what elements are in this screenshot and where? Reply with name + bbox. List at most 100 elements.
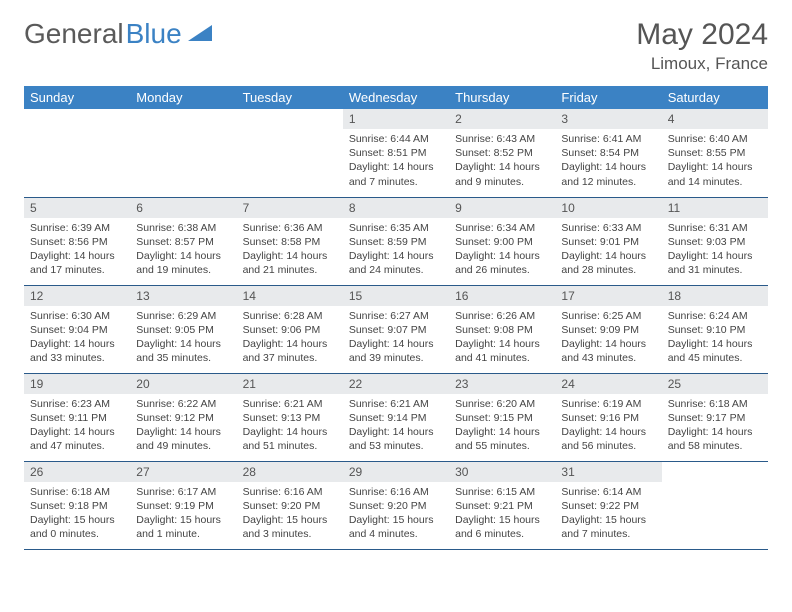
sunrise-text: Sunrise: 6:38 AM (136, 221, 230, 235)
daylight-text: Daylight: 14 hours and 51 minutes. (243, 425, 337, 453)
day-details: Sunrise: 6:43 AMSunset: 8:52 PMDaylight:… (449, 129, 555, 192)
calendar-cell: 17Sunrise: 6:25 AMSunset: 9:09 PMDayligh… (555, 285, 661, 373)
sunset-text: Sunset: 9:05 PM (136, 323, 230, 337)
sunrise-text: Sunrise: 6:31 AM (668, 221, 762, 235)
calendar-row: 1Sunrise: 6:44 AMSunset: 8:51 PMDaylight… (24, 109, 768, 197)
sunset-text: Sunset: 9:20 PM (349, 499, 443, 513)
weekday-header: Saturday (662, 86, 768, 109)
daylight-text: Daylight: 15 hours and 6 minutes. (455, 513, 549, 541)
day-number: 8 (343, 198, 449, 218)
sunset-text: Sunset: 8:58 PM (243, 235, 337, 249)
calendar-cell: 3Sunrise: 6:41 AMSunset: 8:54 PMDaylight… (555, 109, 661, 197)
sunset-text: Sunset: 9:19 PM (136, 499, 230, 513)
sunset-text: Sunset: 9:18 PM (30, 499, 124, 513)
calendar-cell: 5Sunrise: 6:39 AMSunset: 8:56 PMDaylight… (24, 197, 130, 285)
weekday-header: Thursday (449, 86, 555, 109)
calendar-cell: 20Sunrise: 6:22 AMSunset: 9:12 PMDayligh… (130, 373, 236, 461)
day-number: 10 (555, 198, 661, 218)
sunrise-text: Sunrise: 6:30 AM (30, 309, 124, 323)
weekday-header: Friday (555, 86, 661, 109)
weekday-header: Tuesday (237, 86, 343, 109)
sunrise-text: Sunrise: 6:21 AM (349, 397, 443, 411)
daylight-text: Daylight: 14 hours and 55 minutes. (455, 425, 549, 453)
day-number: 15 (343, 286, 449, 306)
calendar-cell: 23Sunrise: 6:20 AMSunset: 9:15 PMDayligh… (449, 373, 555, 461)
calendar-cell: 14Sunrise: 6:28 AMSunset: 9:06 PMDayligh… (237, 285, 343, 373)
daylight-text: Daylight: 15 hours and 1 minute. (136, 513, 230, 541)
daylight-text: Daylight: 14 hours and 45 minutes. (668, 337, 762, 365)
sunrise-text: Sunrise: 6:26 AM (455, 309, 549, 323)
sunrise-text: Sunrise: 6:27 AM (349, 309, 443, 323)
calendar-cell (130, 109, 236, 197)
sunrise-text: Sunrise: 6:14 AM (561, 485, 655, 499)
calendar-cell: 13Sunrise: 6:29 AMSunset: 9:05 PMDayligh… (130, 285, 236, 373)
daylight-text: Daylight: 14 hours and 41 minutes. (455, 337, 549, 365)
calendar-cell (24, 109, 130, 197)
sunset-text: Sunset: 9:09 PM (561, 323, 655, 337)
calendar-row: 12Sunrise: 6:30 AMSunset: 9:04 PMDayligh… (24, 285, 768, 373)
logo-text-1: General (24, 18, 124, 50)
day-details: Sunrise: 6:36 AMSunset: 8:58 PMDaylight:… (237, 218, 343, 281)
calendar-cell: 7Sunrise: 6:36 AMSunset: 8:58 PMDaylight… (237, 197, 343, 285)
sunset-text: Sunset: 9:00 PM (455, 235, 549, 249)
sunset-text: Sunset: 8:57 PM (136, 235, 230, 249)
sunrise-text: Sunrise: 6:40 AM (668, 132, 762, 146)
day-number: 27 (130, 462, 236, 482)
sunset-text: Sunset: 9:06 PM (243, 323, 337, 337)
calendar-cell: 22Sunrise: 6:21 AMSunset: 9:14 PMDayligh… (343, 373, 449, 461)
daylight-text: Daylight: 14 hours and 31 minutes. (668, 249, 762, 277)
day-number: 9 (449, 198, 555, 218)
sunset-text: Sunset: 8:51 PM (349, 146, 443, 160)
sunset-text: Sunset: 9:08 PM (455, 323, 549, 337)
sunrise-text: Sunrise: 6:29 AM (136, 309, 230, 323)
month-title: May 2024 (636, 18, 768, 52)
sunset-text: Sunset: 9:10 PM (668, 323, 762, 337)
day-number: 25 (662, 374, 768, 394)
calendar-cell: 10Sunrise: 6:33 AMSunset: 9:01 PMDayligh… (555, 197, 661, 285)
calendar-cell (662, 461, 768, 549)
calendar-cell: 9Sunrise: 6:34 AMSunset: 9:00 PMDaylight… (449, 197, 555, 285)
day-number: 19 (24, 374, 130, 394)
sunset-text: Sunset: 8:56 PM (30, 235, 124, 249)
day-details: Sunrise: 6:18 AMSunset: 9:17 PMDaylight:… (662, 394, 768, 457)
day-details: Sunrise: 6:20 AMSunset: 9:15 PMDaylight:… (449, 394, 555, 457)
calendar-cell: 6Sunrise: 6:38 AMSunset: 8:57 PMDaylight… (130, 197, 236, 285)
calendar-cell (237, 109, 343, 197)
day-number: 14 (237, 286, 343, 306)
calendar-cell: 15Sunrise: 6:27 AMSunset: 9:07 PMDayligh… (343, 285, 449, 373)
sunset-text: Sunset: 9:12 PM (136, 411, 230, 425)
daylight-text: Daylight: 14 hours and 56 minutes. (561, 425, 655, 453)
day-number: 20 (130, 374, 236, 394)
daylight-text: Daylight: 14 hours and 47 minutes. (30, 425, 124, 453)
daylight-text: Daylight: 14 hours and 24 minutes. (349, 249, 443, 277)
calendar-cell: 1Sunrise: 6:44 AMSunset: 8:51 PMDaylight… (343, 109, 449, 197)
sunrise-text: Sunrise: 6:20 AM (455, 397, 549, 411)
triangle-icon (188, 18, 214, 50)
calendar-cell: 25Sunrise: 6:18 AMSunset: 9:17 PMDayligh… (662, 373, 768, 461)
sunset-text: Sunset: 9:20 PM (243, 499, 337, 513)
daylight-text: Daylight: 14 hours and 58 minutes. (668, 425, 762, 453)
sunrise-text: Sunrise: 6:39 AM (30, 221, 124, 235)
day-details: Sunrise: 6:41 AMSunset: 8:54 PMDaylight:… (555, 129, 661, 192)
day-details: Sunrise: 6:19 AMSunset: 9:16 PMDaylight:… (555, 394, 661, 457)
daylight-text: Daylight: 14 hours and 28 minutes. (561, 249, 655, 277)
calendar-cell: 21Sunrise: 6:21 AMSunset: 9:13 PMDayligh… (237, 373, 343, 461)
day-number: 18 (662, 286, 768, 306)
day-number: 17 (555, 286, 661, 306)
calendar-cell: 11Sunrise: 6:31 AMSunset: 9:03 PMDayligh… (662, 197, 768, 285)
daylight-text: Daylight: 14 hours and 37 minutes. (243, 337, 337, 365)
day-details: Sunrise: 6:21 AMSunset: 9:14 PMDaylight:… (343, 394, 449, 457)
day-details: Sunrise: 6:28 AMSunset: 9:06 PMDaylight:… (237, 306, 343, 369)
day-details: Sunrise: 6:21 AMSunset: 9:13 PMDaylight:… (237, 394, 343, 457)
day-details: Sunrise: 6:44 AMSunset: 8:51 PMDaylight:… (343, 129, 449, 192)
day-details: Sunrise: 6:26 AMSunset: 9:08 PMDaylight:… (449, 306, 555, 369)
day-number: 24 (555, 374, 661, 394)
day-details: Sunrise: 6:29 AMSunset: 9:05 PMDaylight:… (130, 306, 236, 369)
location: Limoux, France (636, 54, 768, 74)
daylight-text: Daylight: 14 hours and 19 minutes. (136, 249, 230, 277)
calendar-cell: 30Sunrise: 6:15 AMSunset: 9:21 PMDayligh… (449, 461, 555, 549)
sunrise-text: Sunrise: 6:23 AM (30, 397, 124, 411)
sunrise-text: Sunrise: 6:16 AM (349, 485, 443, 499)
day-number: 21 (237, 374, 343, 394)
day-details: Sunrise: 6:16 AMSunset: 9:20 PMDaylight:… (343, 482, 449, 545)
